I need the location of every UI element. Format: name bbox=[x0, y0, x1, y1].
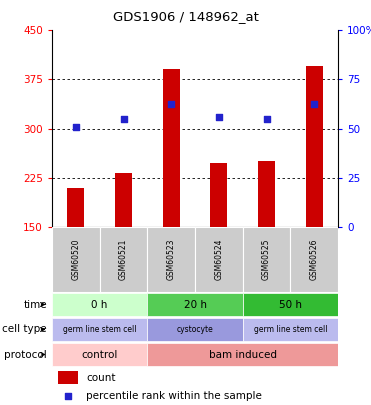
Bar bbox=[147, 227, 195, 292]
Bar bbox=[306, 66, 322, 227]
Text: count: count bbox=[86, 373, 116, 383]
Bar bbox=[68, 188, 84, 227]
Text: bam induced: bam induced bbox=[209, 350, 277, 360]
Point bbox=[216, 113, 222, 120]
Bar bbox=[147, 318, 243, 341]
Text: GDS1906 / 148962_at: GDS1906 / 148962_at bbox=[112, 10, 259, 23]
Bar bbox=[52, 227, 100, 292]
Point bbox=[73, 124, 79, 130]
Text: percentile rank within the sample: percentile rank within the sample bbox=[86, 390, 262, 401]
Text: cystocyte: cystocyte bbox=[177, 325, 213, 334]
Text: GSM60524: GSM60524 bbox=[214, 239, 223, 280]
Bar bbox=[52, 343, 147, 366]
Text: 0 h: 0 h bbox=[92, 300, 108, 309]
Text: control: control bbox=[82, 350, 118, 360]
Point bbox=[311, 100, 317, 107]
Text: protocol: protocol bbox=[4, 350, 47, 360]
Text: time: time bbox=[23, 300, 47, 309]
Text: GSM60525: GSM60525 bbox=[262, 239, 271, 280]
Bar bbox=[163, 70, 180, 227]
Bar bbox=[52, 293, 147, 316]
Bar bbox=[243, 227, 290, 292]
Point bbox=[65, 392, 71, 399]
Bar bbox=[147, 293, 243, 316]
Text: GSM60521: GSM60521 bbox=[119, 239, 128, 280]
Bar bbox=[243, 293, 338, 316]
Text: GSM60523: GSM60523 bbox=[167, 239, 175, 280]
Text: 20 h: 20 h bbox=[184, 300, 207, 309]
Text: 50 h: 50 h bbox=[279, 300, 302, 309]
Text: GSM60520: GSM60520 bbox=[71, 239, 81, 280]
Bar bbox=[243, 318, 338, 341]
Text: germ line stem cell: germ line stem cell bbox=[254, 325, 327, 334]
Point bbox=[168, 100, 174, 107]
Bar bbox=[52, 318, 147, 341]
Bar bbox=[100, 227, 147, 292]
Bar bbox=[58, 371, 78, 384]
Bar bbox=[210, 163, 227, 227]
Text: germ line stem cell: germ line stem cell bbox=[63, 325, 137, 334]
Bar bbox=[195, 227, 243, 292]
Bar bbox=[258, 161, 275, 227]
Bar bbox=[147, 343, 338, 366]
Text: cell type: cell type bbox=[2, 324, 47, 335]
Text: GSM60526: GSM60526 bbox=[310, 239, 319, 280]
Point bbox=[263, 115, 269, 122]
Bar bbox=[290, 227, 338, 292]
Point bbox=[121, 115, 127, 122]
Bar bbox=[115, 173, 132, 227]
